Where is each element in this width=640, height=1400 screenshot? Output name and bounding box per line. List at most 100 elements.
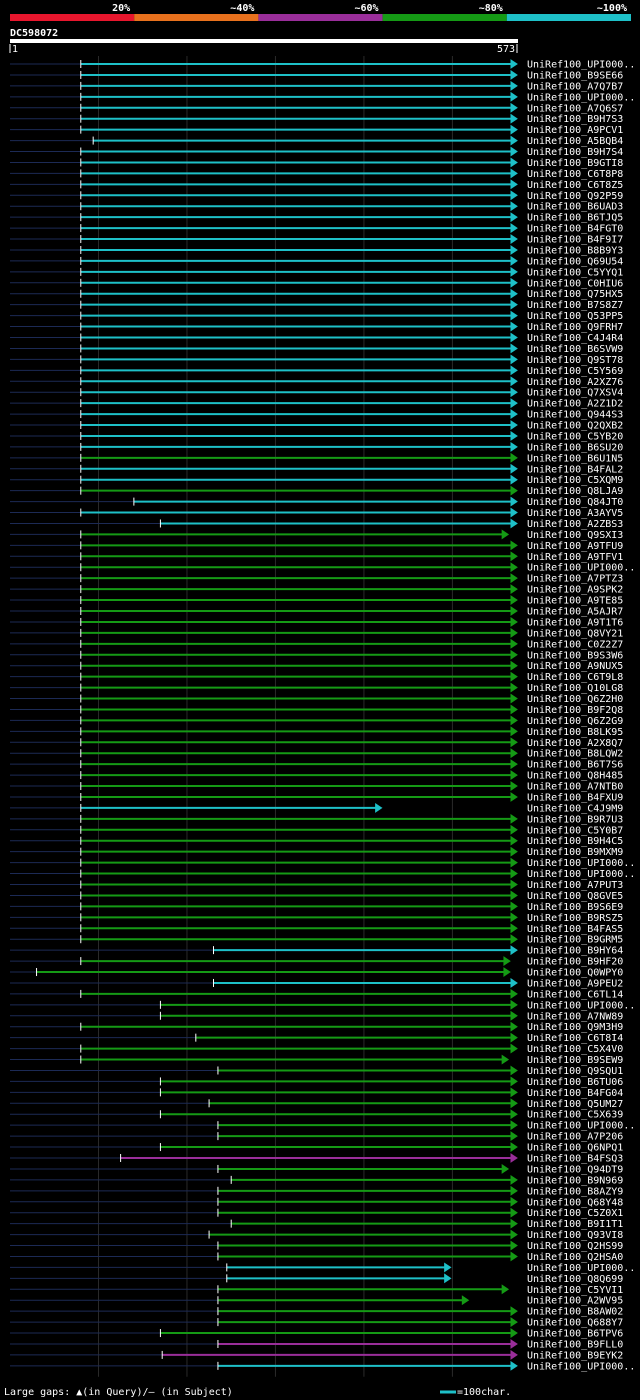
hit-row[interactable]: UniRef100_B4FG04 xyxy=(10,1087,623,1099)
hit-row[interactable]: UniRef100_B9GTI8 xyxy=(10,157,623,169)
hit-row[interactable]: UniRef100_B8LQW2 xyxy=(10,748,623,760)
hit-row[interactable]: UniRef100_B9FLL0 xyxy=(10,1339,623,1350)
hit-row[interactable]: UniRef100_C5YVI1 xyxy=(10,1284,623,1296)
hit-row[interactable]: UniRef100_Q0WPY0 xyxy=(10,967,623,979)
hit-row[interactable]: UniRef100_UPI000.. xyxy=(10,857,635,869)
hit-label[interactable]: UniRef100_C5XQM9 xyxy=(527,475,623,486)
hit-label[interactable]: UniRef100_Q75HX5 xyxy=(527,289,623,300)
hit-row[interactable]: UniRef100_A2Z1D2 xyxy=(10,398,623,410)
hit-label[interactable]: UniRef100_C5Y0B7 xyxy=(527,825,623,836)
hit-row[interactable]: UniRef100_Q8Q699 xyxy=(10,1273,623,1285)
hit-label[interactable]: UniRef100_A9SPK2 xyxy=(527,585,623,596)
hit-label[interactable]: UniRef100_Q68Y48 xyxy=(527,1197,623,1208)
hit-row[interactable]: UniRef100_Q9M3H9 xyxy=(10,1021,623,1033)
hit-label[interactable]: UniRef100_A7P206 xyxy=(527,1132,623,1143)
hit-row[interactable]: UniRef100_A7Q7B7 xyxy=(10,80,623,92)
hit-row[interactable]: UniRef100_Q2HSA0 xyxy=(10,1251,623,1263)
hit-label[interactable]: UniRef100_A5AJR7 xyxy=(527,607,623,618)
hit-row[interactable]: UniRef100_Q53PP5 xyxy=(10,310,623,322)
hit-label[interactable]: UniRef100_Q92P59 xyxy=(527,191,623,202)
hit-row[interactable]: UniRef100_UPI000.. xyxy=(10,1262,635,1274)
hit-row[interactable]: UniRef100_Q75HX5 xyxy=(10,288,623,300)
hit-row[interactable]: UniRef100_B6T7S6 xyxy=(10,759,623,771)
hit-row[interactable]: UniRef100_B4F9I7 xyxy=(10,234,623,246)
hit-label[interactable]: UniRef100_C0HIU6 xyxy=(527,278,623,289)
hit-row[interactable]: UniRef100_B9GRM5 xyxy=(10,934,623,946)
hit-label[interactable]: UniRef100_UPI000.. xyxy=(527,1121,635,1132)
hit-label[interactable]: UniRef100_Q10LG8 xyxy=(527,683,623,694)
hit-row[interactable]: UniRef100_C5XQM9 xyxy=(10,474,623,486)
hit-label[interactable]: UniRef100_B4FSQ3 xyxy=(527,1154,623,1165)
hit-row[interactable]: UniRef100_Q7XSV4 xyxy=(10,387,623,399)
hit-label[interactable]: UniRef100_B9SE66 xyxy=(527,70,623,81)
hit-row[interactable]: UniRef100_Q2HS99 xyxy=(10,1240,623,1252)
hit-row[interactable]: UniRef100_C4J9M9 xyxy=(10,802,623,814)
hit-label[interactable]: UniRef100_Q2HS99 xyxy=(527,1241,623,1252)
hit-row[interactable]: UniRef100_A5AJR7 xyxy=(10,606,623,618)
hit-row[interactable]: UniRef100_B9R7U3 xyxy=(10,813,623,825)
hit-row[interactable]: UniRef100_A7PUT3 xyxy=(10,879,623,891)
hit-label[interactable]: UniRef100_B6U1N5 xyxy=(527,453,623,464)
hit-row[interactable]: UniRef100_A5BQB4 xyxy=(10,135,623,147)
hit-row[interactable]: UniRef100_B9EYK2 xyxy=(10,1349,623,1361)
hit-row[interactable]: UniRef100_B4FAS5 xyxy=(10,923,623,935)
hit-label[interactable]: UniRef100_Q9ST78 xyxy=(527,355,623,366)
hit-row[interactable]: UniRef100_B9S6E9 xyxy=(10,901,623,913)
hit-row[interactable]: UniRef100_A3AYV5 xyxy=(10,507,623,519)
hit-label[interactable]: UniRef100_B4F9I7 xyxy=(527,235,623,246)
hit-label[interactable]: UniRef100_Q0WPY0 xyxy=(527,968,623,979)
hit-row[interactable]: UniRef100_C5Z0X1 xyxy=(10,1207,623,1219)
hit-label[interactable]: UniRef100_C5YVI1 xyxy=(527,1285,623,1296)
hit-row[interactable]: UniRef100_A9NUX5 xyxy=(10,660,623,672)
hit-label[interactable]: UniRef100_UPI000.. xyxy=(527,60,635,71)
hit-label[interactable]: UniRef100_Q9FRH7 xyxy=(527,322,623,333)
hit-label[interactable]: UniRef100_Q69U54 xyxy=(527,256,623,267)
hit-row[interactable]: UniRef100_B6SU20 xyxy=(10,441,623,453)
hit-row[interactable]: UniRef100_Q68Y48 xyxy=(10,1196,623,1208)
hit-label[interactable]: UniRef100_A7NW89 xyxy=(527,1011,623,1022)
hit-label[interactable]: UniRef100_B8AW02 xyxy=(527,1307,623,1318)
hit-label[interactable]: UniRef100_A7Q6S7 xyxy=(527,103,623,114)
hit-row[interactable]: UniRef100_B6TU06 xyxy=(10,1076,623,1088)
hit-row[interactable]: UniRef100_B8AW02 xyxy=(10,1306,623,1318)
hit-label[interactable]: UniRef100_A7Q7B7 xyxy=(527,81,623,92)
hit-row[interactable]: UniRef100_C6T8P8 xyxy=(10,168,623,180)
hit-label[interactable]: UniRef100_B9MXM9 xyxy=(527,847,623,858)
hit-label[interactable]: UniRef100_A9PCV1 xyxy=(527,125,623,136)
hit-label[interactable]: UniRef100_B4FAS5 xyxy=(527,924,623,935)
hit-row[interactable]: UniRef100_B9I1T1 xyxy=(10,1218,623,1230)
hit-row[interactable]: UniRef100_A7NTB0 xyxy=(10,781,623,793)
hit-label[interactable]: UniRef100_C0Z2Z7 xyxy=(527,639,623,650)
hit-row[interactable]: UniRef100_B8AZY9 xyxy=(10,1185,623,1197)
hit-label[interactable]: UniRef100_A9TFV1 xyxy=(527,552,623,563)
hit-row[interactable]: UniRef100_B9S3W6 xyxy=(10,649,623,661)
hit-label[interactable]: UniRef100_Q688Y7 xyxy=(527,1318,623,1329)
hit-label[interactable]: UniRef100_UPI000.. xyxy=(527,1263,635,1274)
hit-row[interactable]: UniRef100_B6TJQ5 xyxy=(10,212,623,224)
hit-row[interactable]: UniRef100_Q8GVE5 xyxy=(10,890,623,902)
hit-row[interactable]: UniRef100_C5X639 xyxy=(10,1109,623,1121)
hit-row[interactable]: UniRef100_B9H4C5 xyxy=(10,835,623,847)
hit-row[interactable]: UniRef100_A9PCV1 xyxy=(10,124,623,136)
hit-label[interactable]: UniRef100_UPI000.. xyxy=(527,1361,635,1372)
hit-row[interactable]: UniRef100_UPI000.. xyxy=(10,1120,635,1132)
hit-label[interactable]: UniRef100_C5X4V0 xyxy=(527,1044,623,1055)
hit-row[interactable]: UniRef100_Q84JT0 xyxy=(10,496,623,508)
hit-label[interactable]: UniRef100_UPI000.. xyxy=(527,92,635,103)
hit-row[interactable]: UniRef100_Q6Z2G9 xyxy=(10,715,623,727)
hit-label[interactable]: UniRef100_Q6Z2G9 xyxy=(527,716,623,727)
hit-row[interactable]: UniRef100_Q9SXI3 xyxy=(10,529,623,541)
hit-row[interactable]: UniRef100_Q8LJA9 xyxy=(10,485,623,497)
hit-row[interactable]: UniRef100_B9RSZ5 xyxy=(10,912,623,924)
hit-row[interactable]: UniRef100_UPI000.. xyxy=(10,1360,635,1372)
hit-label[interactable]: UniRef100_B9F2Q8 xyxy=(527,705,623,716)
hit-row[interactable]: UniRef100_B6U1N5 xyxy=(10,452,623,464)
hit-label[interactable]: UniRef100_A7PUT3 xyxy=(527,880,623,891)
hit-label[interactable]: UniRef100_B9N969 xyxy=(527,1175,623,1186)
hit-label[interactable]: UniRef100_C6T8Z5 xyxy=(527,180,623,191)
hit-row[interactable]: UniRef100_B4FSQ3 xyxy=(10,1153,623,1165)
hit-label[interactable]: UniRef100_A9NUX5 xyxy=(527,661,623,672)
hit-label[interactable]: UniRef100_Q8H485 xyxy=(527,771,623,782)
hit-label[interactable]: UniRef100_UPI000.. xyxy=(527,1000,635,1011)
hit-row[interactable]: UniRef100_C5Y569 xyxy=(10,365,623,377)
